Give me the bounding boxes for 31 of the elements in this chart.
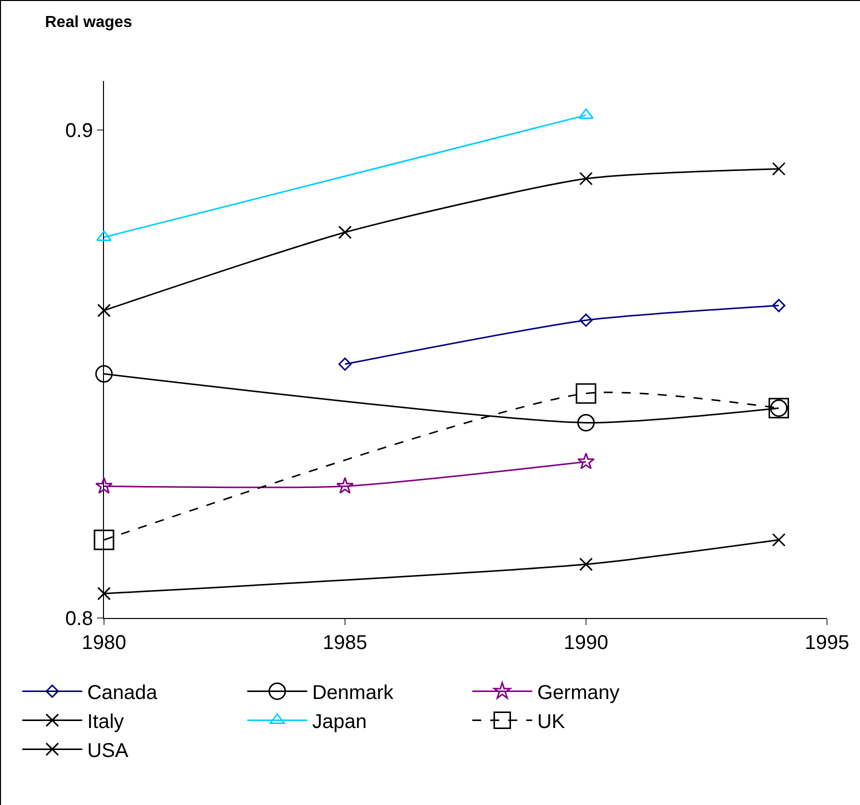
x-tick-label: 1990 [564,632,608,654]
point [94,530,114,550]
point [577,414,595,432]
point [95,365,113,383]
point [95,477,113,494]
point [579,558,593,572]
legend-label: Denmark [312,682,394,704]
x-tick-label: 1980 [82,632,126,654]
point [772,533,786,547]
point [97,586,111,600]
legend-label: Canada [87,682,158,704]
x-tick-label: 1995 [804,632,850,654]
legend-label: UK [537,711,566,733]
point [579,172,593,186]
point [772,298,786,312]
y-axis-title: Real wages [45,14,132,31]
point [577,452,595,470]
legend-label: USA [87,740,130,762]
point [338,226,352,240]
point [336,477,354,494]
y-tick-label: 0.9 [65,120,93,142]
legend-label: Germany [537,682,620,704]
point [338,358,352,371]
legend-label: Italy [87,711,124,733]
point [772,162,786,176]
point [579,314,593,327]
point [97,304,111,318]
point [576,383,596,404]
y-tick-label: 0.8 [65,608,93,630]
legend-label: Japan [312,711,367,733]
x-tick-label: 1985 [322,632,368,654]
